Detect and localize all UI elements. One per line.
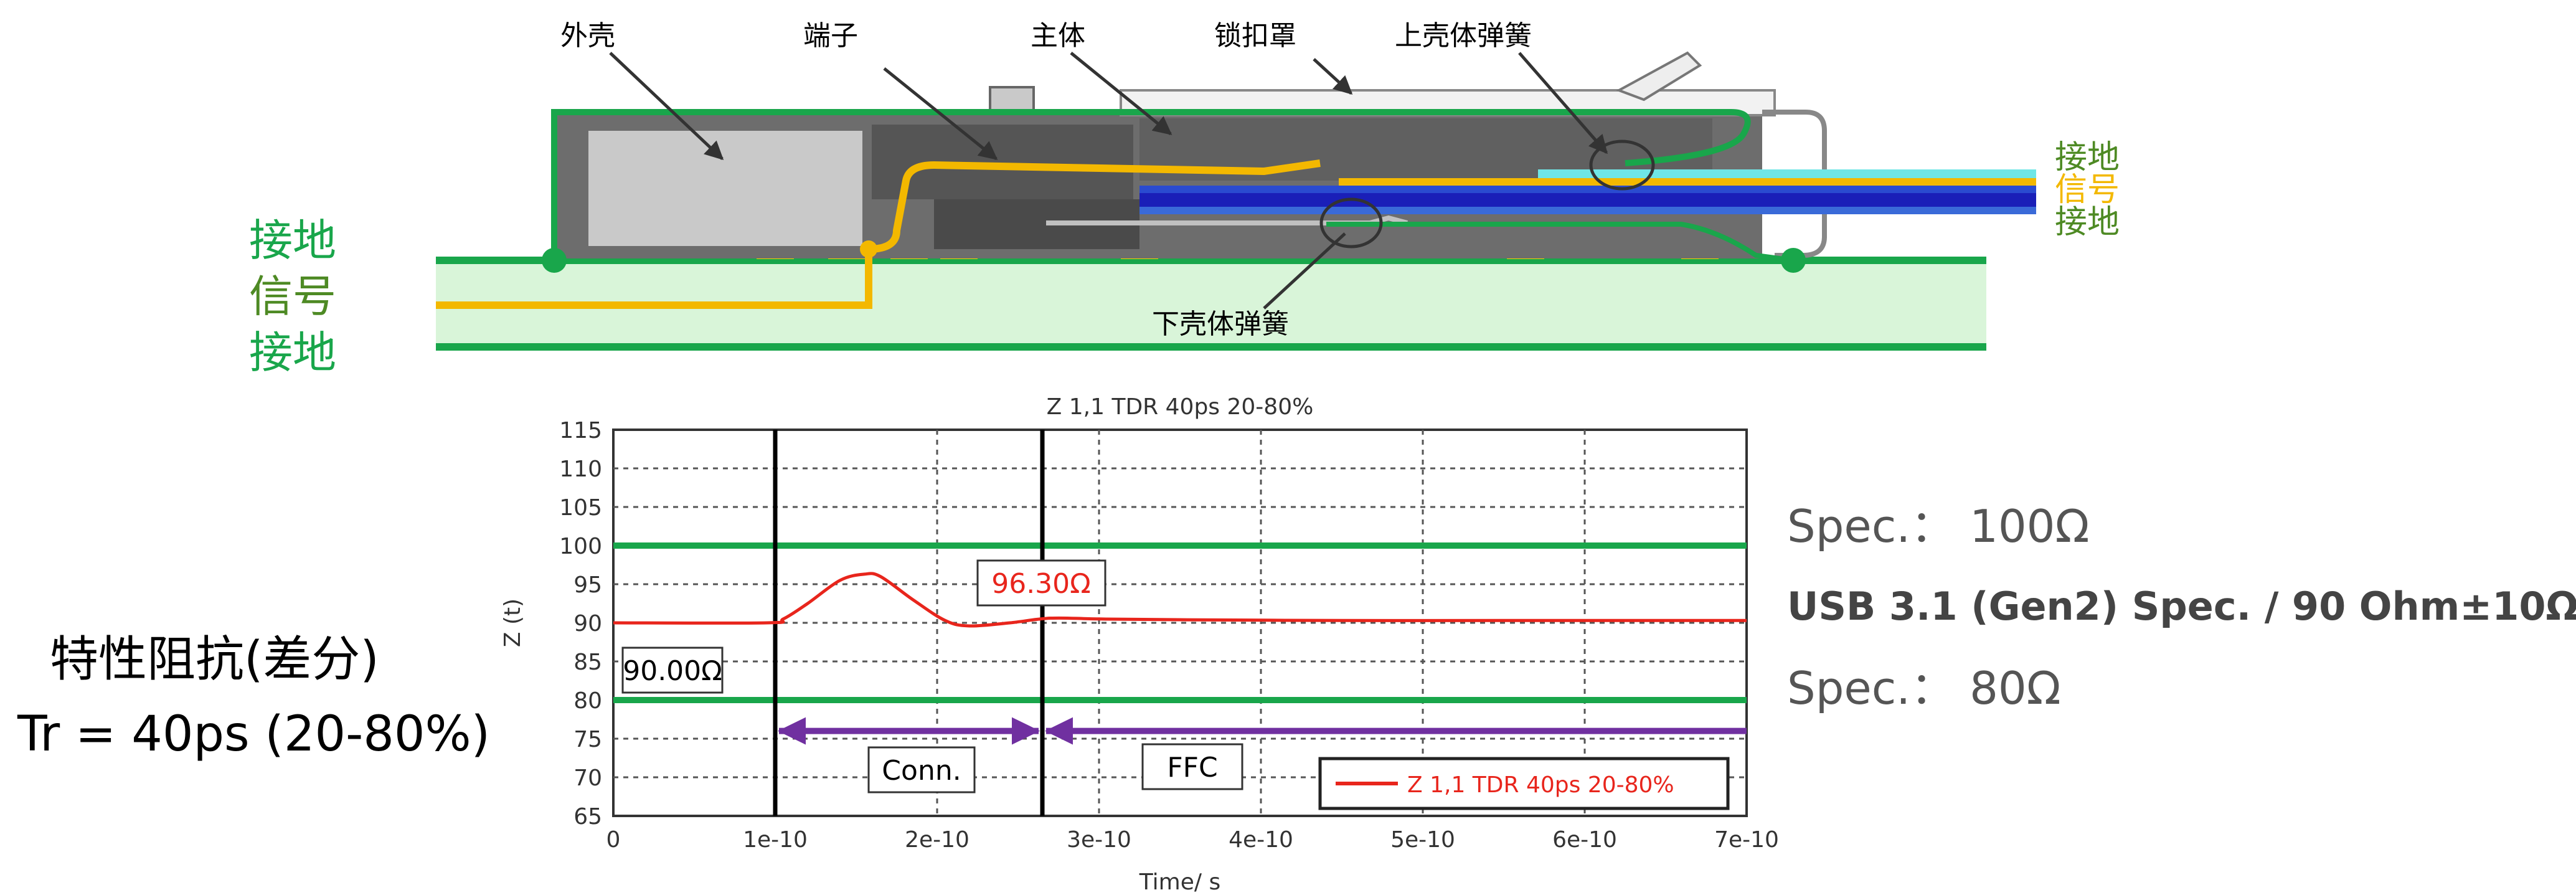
- callout-shell: 外壳: [560, 20, 615, 52]
- region-arrows: [778, 717, 1747, 745]
- callout-lower-spring: 下壳体弹簧: [1152, 308, 1289, 340]
- ffc-arrowhead-left: [1045, 717, 1073, 745]
- pcb-label-ground-top: 接地: [249, 215, 336, 266]
- caption-rise-time: Tr = 40ps (20-80%): [17, 706, 490, 762]
- body-block-1: [872, 125, 1133, 199]
- conn-arrowhead-right: [1012, 717, 1040, 745]
- ground-junction-right: [1781, 248, 1806, 273]
- x-tick-labels: 0 1e-10 2e-10 3e-10 4e-10 5e-10 6e-10 7e-10: [606, 827, 1779, 853]
- annotation-peak-value-text: 96.30Ω: [991, 568, 1091, 600]
- caption-impedance: 特性阻抗(差分): [50, 632, 379, 688]
- x-tick-label: 6e-10: [1552, 827, 1617, 853]
- x-axis-label: Time/ s: [1139, 869, 1220, 895]
- ffc-label-ground-top: 接地: [2055, 139, 2120, 176]
- y-tick-label: 65: [573, 804, 602, 830]
- legend-label: Z 1,1 TDR 40ps 20-80%: [1407, 772, 1674, 798]
- x-tick-label: 4e-10: [1229, 827, 1293, 853]
- shell-cavity: [588, 131, 862, 246]
- y-tick-label: 70: [573, 765, 602, 791]
- spec-standard: USB 3.1 (Gen2) Spec. / 90 Ohm±10Ω: [1787, 584, 2576, 629]
- connector-cross-section: 外壳 端子 主体 锁扣罩 上壳体弹簧 下壳体弹簧 接地 信号 接地 接地 信号 …: [249, 20, 2120, 378]
- callout-leaders: [609, 52, 1608, 310]
- ground-junction-left: [542, 248, 567, 273]
- upper-spring-contact-circle: [1589, 140, 1655, 191]
- y-tick-label: 80: [573, 688, 602, 714]
- signal-solder-point: [860, 240, 877, 258]
- annotation-ffc-region: FFC: [1141, 743, 1243, 790]
- ffc-core: [1139, 193, 2036, 207]
- annotation-ffc-text: FFC: [1167, 752, 1217, 784]
- x-tick-label: 2e-10: [905, 827, 970, 853]
- ffc-label-ground-bottom: 接地: [2055, 204, 2120, 241]
- lock-cover-tab: [989, 86, 1035, 113]
- chart-title: Z 1,1 TDR 40ps 20-80%: [1047, 394, 1314, 420]
- lock-lever: [1616, 51, 1702, 102]
- ffc-top-ground: [1538, 169, 2036, 178]
- x-tick-label: 1e-10: [743, 827, 808, 853]
- chart-series: [613, 572, 1747, 628]
- y-tick-label: 100: [559, 534, 602, 559]
- y-tick-label: 75: [573, 727, 602, 752]
- callout-upper-spring: 上壳体弹簧: [1395, 20, 1532, 52]
- pcb-label-signal: 信号: [249, 271, 336, 322]
- x-tick-label: 5e-10: [1390, 827, 1455, 853]
- annotation-conn-region: Conn.: [867, 746, 976, 793]
- lower-ground-spring-path: [1326, 222, 1794, 263]
- annotation-start-value-text: 90.00Ω: [623, 655, 722, 687]
- chart-legend: Z 1,1 TDR 40ps 20-80%: [1318, 757, 1730, 810]
- callout-terminal: 端子: [803, 20, 858, 52]
- y-tick-label: 90: [573, 611, 602, 637]
- y-tick-label: 115: [559, 418, 602, 443]
- spec-lower-limit: Spec.： 80Ω: [1787, 662, 2061, 714]
- y-tick-labels: 65 70 75 80 85 90 95 100 105 110 115: [559, 418, 602, 830]
- pcb-label-ground-bottom: 接地: [249, 327, 336, 378]
- y-tick-label: 85: [573, 650, 602, 675]
- tdr-impedance-chart: Z 1,1 TDR 40ps 20-80% 0 1e-10 2e-10 3e-10 4e…: [500, 394, 1779, 895]
- ffc-bottom-layer: [1139, 207, 2036, 214]
- y-axis-label: Z (t): [500, 599, 526, 647]
- ffc-signal-layer: [1339, 178, 2036, 186]
- tdr-impedance-line: [613, 572, 1747, 628]
- y-tick-label: 110: [559, 457, 602, 482]
- y-tick-label: 95: [573, 572, 602, 598]
- spec-limit-lines: [613, 542, 1747, 703]
- annotation-conn-text: Conn.: [882, 755, 961, 787]
- callout-body: 主体: [1031, 20, 1085, 52]
- ffc-label-signal: 信号: [2055, 171, 2120, 209]
- ffc-top-dielectric: [1139, 186, 2036, 193]
- lower-spring-contact-circle: [1319, 197, 1383, 249]
- annotation-peak-value: 96.30Ω: [976, 559, 1106, 607]
- lower-spring-pin: [1046, 215, 1408, 225]
- spec-upper-limit: Spec.： 100Ω: [1787, 500, 2090, 552]
- x-tick-label: 7e-10: [1714, 827, 1779, 853]
- callout-lock-cover: 锁扣罩: [1214, 20, 1296, 52]
- annotation-start-value: 90.00Ω: [621, 646, 724, 694]
- x-tick-label: 0: [606, 827, 621, 853]
- y-tick-label: 105: [559, 495, 602, 521]
- conn-arrowhead-left: [778, 717, 806, 745]
- ground-shell-path: [551, 109, 1751, 258]
- x-tick-label: 3e-10: [1067, 827, 1131, 853]
